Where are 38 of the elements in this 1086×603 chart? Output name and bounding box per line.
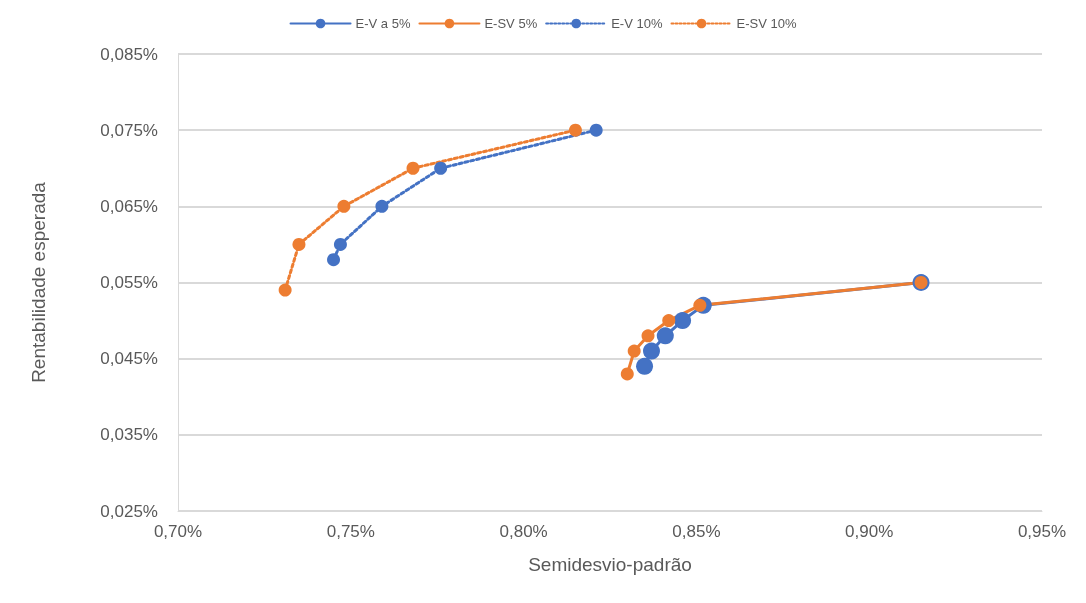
point — [375, 199, 389, 213]
point — [641, 329, 655, 343]
x-tick-label: 0,95% — [1017, 522, 1067, 541]
x-tick-label: 0,85% — [672, 522, 721, 541]
y-tick-label: 0,055% — [100, 273, 158, 292]
y-tick-label: 0,035% — [100, 425, 158, 445]
point — [406, 161, 420, 175]
point — [636, 357, 654, 375]
point — [589, 123, 603, 137]
y-tick-label: 0,085% — [100, 44, 158, 64]
point — [627, 344, 641, 358]
x-axis-title: Semidesvio-padrão — [528, 554, 692, 575]
x-tick-label: 0,75% — [326, 522, 375, 541]
y-tick-label: 0,045% — [100, 349, 158, 369]
y-tick-label: 0,025% — [100, 501, 158, 521]
point — [568, 123, 582, 137]
point — [292, 237, 306, 251]
legend-label: E-V a 5% — [355, 16, 411, 31]
point — [693, 298, 707, 312]
point — [434, 161, 448, 175]
x-tick-label: 0,80% — [499, 522, 548, 541]
point — [642, 342, 660, 360]
x-tick-label: 0,90% — [845, 522, 894, 541]
point — [278, 283, 292, 297]
point — [337, 199, 351, 213]
legend-label: E-V 10% — [611, 16, 663, 31]
y-tick-label: 0,065% — [100, 196, 158, 216]
y-axis-title: Rentabilidade esperada — [28, 181, 49, 383]
point — [662, 314, 676, 328]
legend-label: E-SV 10% — [736, 16, 797, 31]
point — [327, 253, 341, 267]
y-tick-label: 0,075% — [100, 120, 158, 140]
legend-label: E-SV 5% — [484, 16, 538, 31]
point — [620, 367, 634, 381]
point — [333, 237, 347, 251]
point — [674, 312, 692, 330]
point — [656, 327, 674, 345]
x-tick-label: 0,70% — [153, 522, 203, 541]
